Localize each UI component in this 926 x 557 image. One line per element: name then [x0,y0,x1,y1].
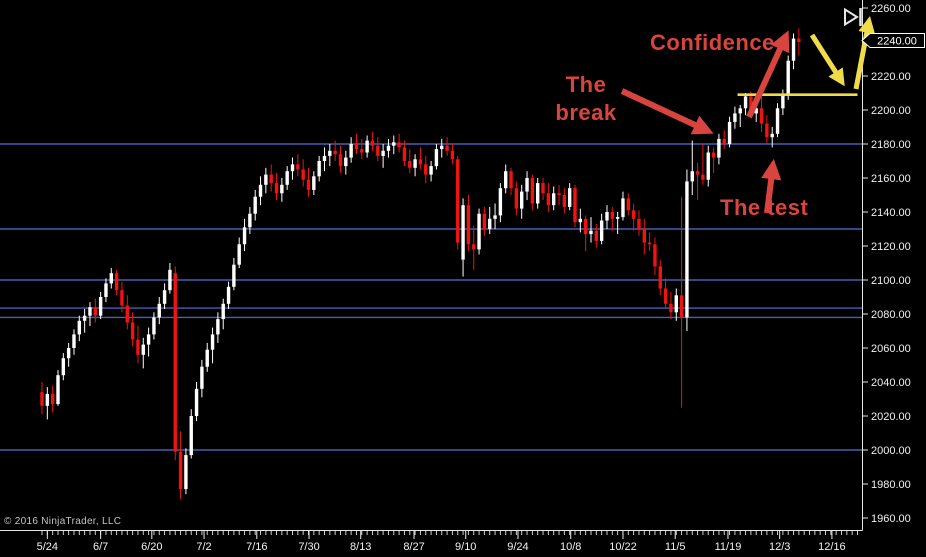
svg-text:8/27: 8/27 [403,541,424,553]
svg-text:6/7: 6/7 [93,541,108,553]
svg-text:1980.00: 1980.00 [871,479,911,491]
date-axis: 5/24 6/7 6/20 7/2 7/16 7/30 8/13 8/27 9/10 9/24 10… [37,531,858,553]
svg-text:7/16: 7/16 [246,541,267,553]
support-resistance-lines [0,143,862,451]
svg-text:1960.00: 1960.00 [871,513,911,525]
svg-text:11/19: 11/19 [715,541,742,553]
svg-text:2000.00: 2000.00 [871,445,911,457]
axes [0,0,863,531]
svg-text:2040.00: 2040.00 [871,377,911,389]
svg-text:2120.00: 2120.00 [871,241,911,253]
break-label-line1: The [565,72,607,97]
copyright-text: © 2016 NinjaTrader, LLC [4,516,122,527]
svg-text:7/2: 7/2 [196,541,211,553]
svg-text:12/3: 12/3 [769,541,790,553]
svg-text:2080.00: 2080.00 [871,309,911,321]
svg-text:12/16: 12/16 [818,541,846,553]
svg-text:8/13: 8/13 [350,541,371,553]
price-axis: 2260.00 2240.00 2220.00 2200.00 2180.00 2160.… [862,3,911,525]
svg-text:2180.00: 2180.00 [871,139,911,151]
svg-text:9/24: 9/24 [507,541,528,553]
svg-text:2220.00: 2220.00 [871,71,911,83]
svg-text:6/20: 6/20 [141,541,162,553]
svg-text:2060.00: 2060.00 [871,343,911,355]
svg-text:2200.00: 2200.00 [871,105,911,117]
play-to-end-icon[interactable] [844,7,862,27]
svg-text:2260.00: 2260.00 [871,3,911,15]
break-label-line2: break [555,100,617,125]
svg-text:10/8: 10/8 [560,541,581,553]
svg-text:9/10: 9/10 [455,541,476,553]
svg-text:2140.00: 2140.00 [871,207,911,219]
svg-text:7/30: 7/30 [298,541,319,553]
svg-text:5/24: 5/24 [37,541,58,553]
svg-text:2240.00: 2240.00 [871,37,911,49]
candles [40,28,801,500]
svg-text:11/5: 11/5 [665,541,686,553]
svg-text:10/22: 10/22 [609,541,637,553]
test-label: The test [720,195,809,220]
svg-text:2100.00: 2100.00 [871,275,911,287]
svg-text:2020.00: 2020.00 [871,411,911,423]
confidence-label: Confidence [650,30,775,55]
svg-text:2160.00: 2160.00 [871,173,911,185]
break-label: The break [534,71,638,127]
